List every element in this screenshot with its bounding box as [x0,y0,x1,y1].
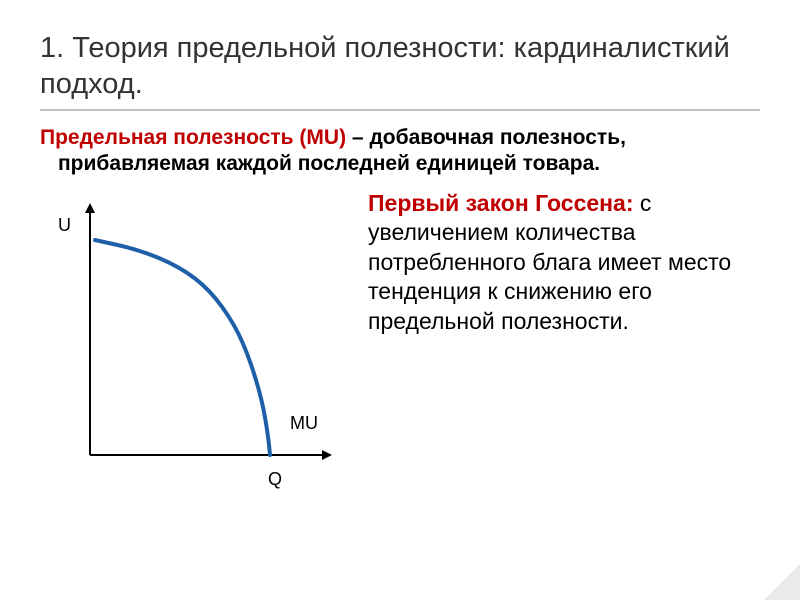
law-title: Первый закон Госсена: [368,190,634,216]
page-corner-fold [764,564,800,600]
curve-label: MU [290,413,318,434]
title-underline [40,109,760,111]
slide-title: 1. Теория предельной полезности: кардина… [40,30,760,103]
slide: 1. Теория предельной полезности: кардина… [0,0,800,600]
definition-term: Предельная полезность (MU) [40,126,346,149]
gossen-law: Первый закон Госсена: с увеличением коли… [368,185,760,336]
definition-dash: – [346,126,369,149]
chart-svg [40,185,350,495]
definition-paragraph: Предельная полезность (MU) – добавочная … [40,125,760,178]
y-axis-label: U [58,215,71,236]
mu-chart: U MU Q [40,185,350,495]
content-row: U MU Q Первый закон Госсена: с увеличени… [40,185,760,495]
x-axis-label: Q [268,469,282,490]
